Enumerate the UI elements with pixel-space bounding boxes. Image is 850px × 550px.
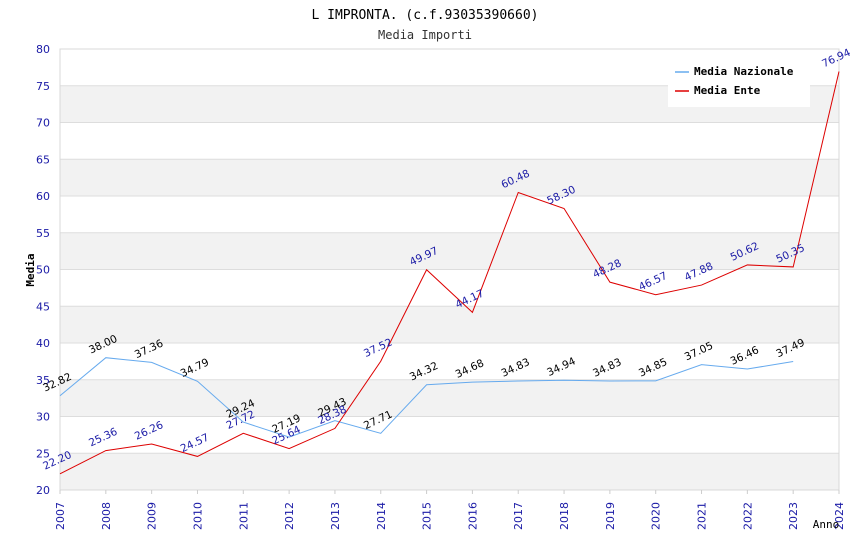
x-tick-label: 2021 — [696, 502, 709, 530]
chart-subtitle: Media Importi — [378, 28, 472, 42]
series-line-media-nazionale — [59, 357, 794, 438]
x-tick-label: 2015 — [421, 502, 434, 530]
y-tick-label: 55 — [36, 227, 50, 240]
chart-title: L IMPRONTA. (c.f.93035390660) — [312, 8, 539, 23]
x-tick-label: 2010 — [191, 502, 204, 530]
series-line-media-ente — [59, 71, 840, 475]
legend-label-media-nazionale: Media Nazionale — [694, 65, 794, 78]
plot-band — [60, 159, 839, 196]
x-tick-label: 2020 — [650, 502, 663, 530]
legend: Media Nazionale Media Ente — [668, 59, 810, 107]
legend-label-media-ente: Media Ente — [694, 84, 761, 97]
x-tick-label: 2024 — [833, 502, 846, 530]
y-tick-label: 25 — [36, 447, 50, 460]
plot-band — [60, 269, 839, 307]
x-axis-label: Anno — [813, 518, 840, 531]
y-tick-label: 35 — [36, 374, 50, 387]
y-axis-ticks: 20 25 30 35 40 45 50 55 60 65 70 75 80 — [36, 43, 50, 497]
y-tick-label: 40 — [36, 337, 50, 350]
plot-band — [60, 196, 839, 233]
x-tick-label: 2022 — [741, 502, 754, 530]
series-lines — [59, 71, 840, 475]
y-tick-label: 75 — [36, 80, 50, 93]
plot-band — [60, 232, 839, 270]
x-tick-label: 2008 — [100, 502, 113, 530]
plot-band — [60, 453, 839, 490]
y-tick-label: 70 — [36, 117, 50, 130]
plot-frame — [59, 48, 840, 491]
x-axis-ticks: 2007 2008 2009 2010 2011 2012 2013 2014 2015 2016… — [54, 490, 846, 530]
plot-background-bands — [60, 49, 839, 490]
plot-band — [60, 306, 839, 343]
x-tick-label: 2018 — [558, 502, 571, 530]
y-tick-label: 50 — [36, 264, 50, 277]
plot-band — [60, 416, 839, 454]
x-tick-label: 2023 — [787, 502, 800, 530]
x-tick-label: 2012 — [283, 502, 296, 530]
x-tick-label: 2007 — [54, 502, 67, 530]
plot-band — [60, 343, 839, 380]
x-tick-label: 2011 — [237, 502, 250, 530]
legend-box — [668, 59, 810, 107]
y-tick-label: 80 — [36, 43, 50, 56]
x-tick-label: 2016 — [466, 502, 479, 530]
x-tick-label: 2014 — [375, 502, 388, 530]
x-tick-label: 2017 — [512, 502, 525, 530]
y-tick-label: 60 — [36, 190, 50, 203]
plot-band — [60, 122, 839, 160]
y-tick-label: 30 — [36, 411, 50, 424]
y-tick-label: 45 — [36, 300, 50, 313]
x-tick-label: 2013 — [329, 502, 342, 530]
x-tick-label: 2019 — [604, 502, 617, 530]
y-tick-label: 20 — [36, 484, 50, 497]
y-axis-label: Media — [24, 253, 37, 286]
y-tick-label: 65 — [36, 153, 50, 166]
x-tick-label: 2009 — [146, 502, 159, 530]
plot-band — [60, 379, 839, 417]
